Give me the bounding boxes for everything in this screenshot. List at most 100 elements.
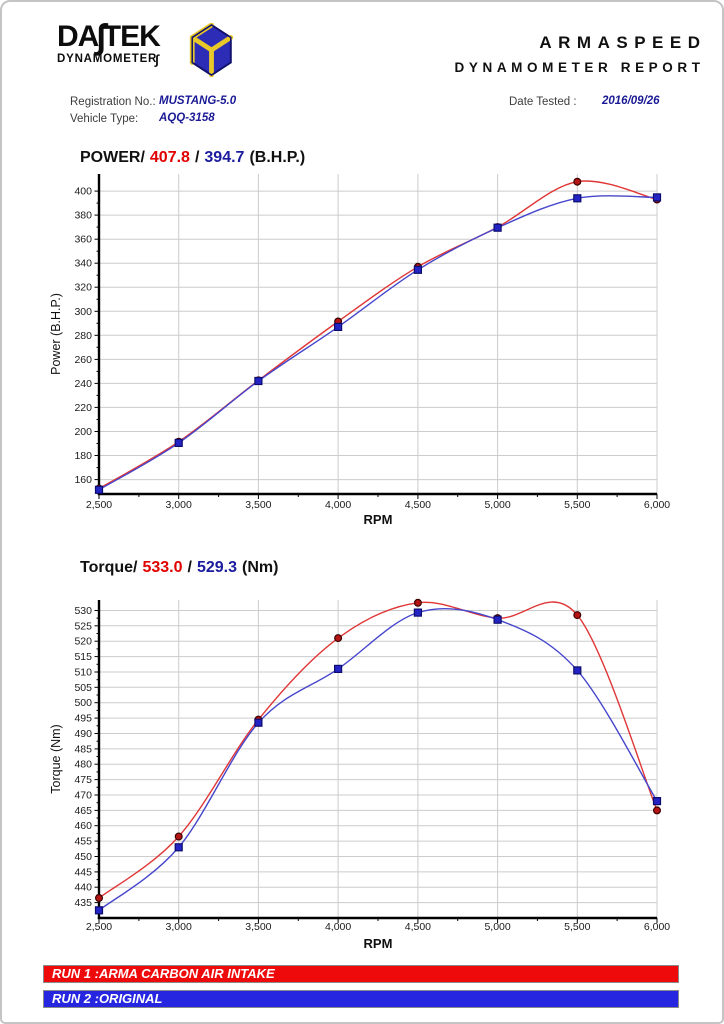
svg-text:480: 480 xyxy=(74,759,92,771)
svg-text:4,500: 4,500 xyxy=(405,921,431,933)
power-run1-max: 407.8 xyxy=(149,149,190,166)
torque-title-separator: / xyxy=(187,559,192,576)
svg-text:5,500: 5,500 xyxy=(564,921,590,933)
svg-text:5,500: 5,500 xyxy=(564,499,590,511)
svg-text:6,000: 6,000 xyxy=(644,921,670,933)
svg-text:320: 320 xyxy=(74,282,92,294)
svg-text:525: 525 xyxy=(74,620,92,632)
torque-run1-max: 533.0 xyxy=(142,559,183,576)
vehicle-type-value: AQQ-3158 xyxy=(159,112,215,124)
svg-text:435: 435 xyxy=(74,897,92,909)
torque-tick-labels: 435 440 445 450 455 460 465 470 475 480 485 490 495 5… xyxy=(74,605,670,933)
svg-text:360: 360 xyxy=(74,234,92,246)
legend-run1-bar: RUN 1 :ARMA CARBON AIR INTAKE xyxy=(43,965,679,983)
svg-text:3,000: 3,000 xyxy=(166,499,192,511)
svg-text:3,500: 3,500 xyxy=(245,499,271,511)
power-tick-marks xyxy=(94,190,658,499)
power-tick-labels: 160 180 200 220 240 260 280 300 320 340 360 380 400 2… xyxy=(74,186,670,511)
report-header: ARMASPEED DYNAMOMETER REPORT xyxy=(455,33,700,75)
svg-text:475: 475 xyxy=(74,774,92,786)
logo-brand-text: DA∫TEK xyxy=(57,18,247,56)
power-y-axis-label: Power (B.H.P.) xyxy=(49,293,63,375)
torque-x-axis-label: RPM xyxy=(364,936,393,951)
registration-label: Registration No.: xyxy=(70,96,156,108)
logo-brand-end: TEK xyxy=(102,20,161,53)
svg-text:530: 530 xyxy=(74,605,92,617)
svg-text:465: 465 xyxy=(74,805,92,817)
power-run2-curve xyxy=(98,195,658,491)
svg-text:455: 455 xyxy=(74,836,92,848)
power-chart-title: POWER/407.8/394.7 (B.H.P.) xyxy=(80,149,310,167)
svg-text:2,500: 2,500 xyxy=(86,921,112,933)
svg-text:510: 510 xyxy=(74,667,92,679)
power-gridlines xyxy=(99,174,658,494)
svg-text:515: 515 xyxy=(74,651,92,663)
power-title-unit: (B.H.P.) xyxy=(249,149,306,166)
svg-text:5,000: 5,000 xyxy=(484,921,510,933)
torque-run2-curve xyxy=(98,608,658,911)
svg-text:470: 470 xyxy=(74,790,92,802)
torque-y-axis-label: Torque (Nm) xyxy=(49,724,63,793)
svg-text:280: 280 xyxy=(74,330,92,342)
cube-logo-icon xyxy=(189,23,234,77)
svg-text:200: 200 xyxy=(74,426,92,438)
power-x-axis-label: RPM xyxy=(364,512,393,527)
svg-text:180: 180 xyxy=(74,450,92,462)
svg-text:5,000: 5,000 xyxy=(484,499,510,511)
svg-text:240: 240 xyxy=(74,378,92,390)
svg-text:380: 380 xyxy=(74,210,92,222)
torque-gridlines xyxy=(99,600,658,918)
svg-text:445: 445 xyxy=(74,866,92,878)
torque-axes xyxy=(97,600,657,920)
report-title-armaspeed: ARMASPEED xyxy=(539,33,707,52)
svg-text:260: 260 xyxy=(74,354,92,366)
svg-text:440: 440 xyxy=(74,882,92,894)
torque-run2-max: 529.3 xyxy=(196,559,238,576)
torque-title-label: Torque/ xyxy=(80,559,138,576)
svg-text:300: 300 xyxy=(74,306,92,318)
svg-text:3,000: 3,000 xyxy=(166,921,192,933)
svg-text:400: 400 xyxy=(74,186,92,198)
power-title-separator: / xyxy=(194,149,200,166)
registration-value: MUSTANG-5.0 xyxy=(159,95,237,107)
svg-text:490: 490 xyxy=(74,728,92,740)
svg-text:500: 500 xyxy=(74,697,92,709)
logo-stylized-s: ∫ xyxy=(96,18,106,56)
legend-run1-label: RUN 1 :ARMA CARBON AIR INTAKE xyxy=(52,966,275,981)
date-tested-label: Date Tested : xyxy=(509,96,577,108)
svg-text:485: 485 xyxy=(74,743,92,755)
date-tested-value: 2016/09/26 xyxy=(602,95,660,107)
legend-run2-bar: RUN 2 :ORIGINAL xyxy=(43,990,679,1008)
svg-text:450: 450 xyxy=(74,851,92,863)
torque-run2-markers xyxy=(94,608,662,915)
legend-run2-label: RUN 2 :ORIGINAL xyxy=(52,991,163,1006)
svg-text:4,000: 4,000 xyxy=(325,499,351,511)
torque-title-unit: (Nm) xyxy=(242,559,279,576)
logo-subtitle-text: DYNAMOMETER∫ xyxy=(57,52,160,67)
power-title-label: POWER/ xyxy=(80,149,145,166)
vehicle-type-label: Vehicle Type: xyxy=(70,113,139,125)
svg-text:505: 505 xyxy=(74,682,92,694)
power-run2-max: 394.7 xyxy=(204,149,245,166)
power-run2-markers xyxy=(94,193,662,494)
svg-text:4,500: 4,500 xyxy=(405,499,431,511)
svg-text:3,500: 3,500 xyxy=(245,921,271,933)
svg-text:2,500: 2,500 xyxy=(86,499,112,511)
dastek-logo: DA∫TEK DYNAMOMETER∫ xyxy=(57,18,247,84)
svg-text:4,000: 4,000 xyxy=(325,921,351,933)
svg-text:160: 160 xyxy=(74,474,92,486)
svg-text:520: 520 xyxy=(74,636,92,648)
report-title-dyno-report: DYNAMOMETER REPORT xyxy=(454,60,705,75)
svg-text:220: 220 xyxy=(74,402,92,414)
svg-text:6,000: 6,000 xyxy=(644,499,670,511)
power-run1-curve xyxy=(98,180,658,490)
logo-stylized-s-small: ∫ xyxy=(155,52,160,67)
svg-text:460: 460 xyxy=(74,820,92,832)
svg-text:495: 495 xyxy=(74,713,92,725)
power-chart: 160 180 200 220 240 260 280 300 320 340 360 380 400 2… xyxy=(49,174,670,527)
torque-chart-title: Torque/533.0/529.3 (Nm) xyxy=(80,559,283,577)
svg-text:340: 340 xyxy=(74,258,92,270)
logo-brand-start: DA xyxy=(57,20,99,53)
torque-chart: 435 440 445 450 455 460 465 470 475 480 485 490 495 5… xyxy=(49,598,670,951)
